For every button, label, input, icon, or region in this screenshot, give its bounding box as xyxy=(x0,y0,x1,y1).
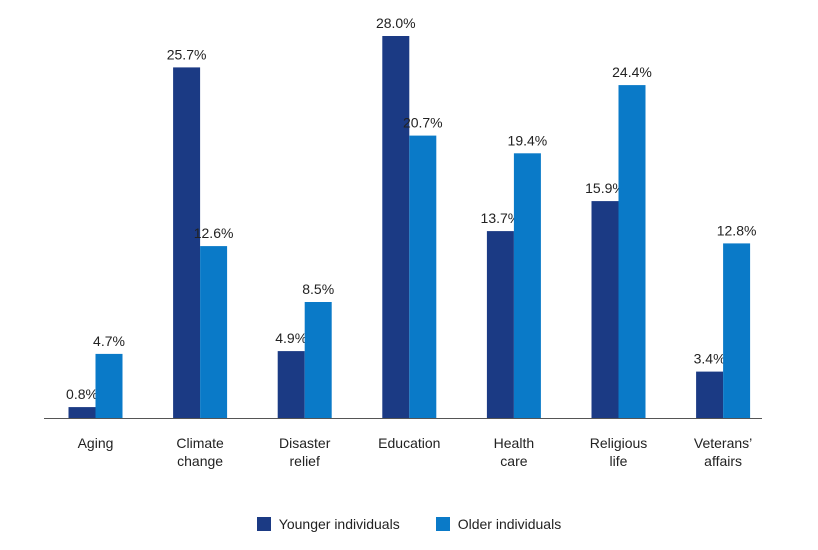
bar-older-6 xyxy=(723,243,751,418)
legend-swatch-younger xyxy=(256,517,271,531)
value-label-younger-0: 0.8% xyxy=(66,386,98,402)
category-label-0-0: Aging xyxy=(78,435,114,451)
category-label-1-0: Climate xyxy=(176,435,224,451)
legend-item-younger: Younger individuals xyxy=(256,516,400,532)
category-label-6-1: affairs xyxy=(704,453,742,469)
legend-label-older: Older individuals xyxy=(457,516,562,532)
value-label-older-1: 12.6% xyxy=(194,225,234,241)
bar-older-5 xyxy=(618,85,646,418)
legend-item-older: Older individuals xyxy=(435,516,562,532)
bar-younger-5 xyxy=(591,201,619,418)
bar-younger-3 xyxy=(382,36,410,418)
category-label-4-1: care xyxy=(500,453,527,469)
value-label-older-3: 20.7% xyxy=(403,115,443,131)
value-label-older-5: 24.4% xyxy=(612,64,652,80)
value-label-older-4: 19.4% xyxy=(508,132,548,148)
category-label-6-0: Veterans’ xyxy=(694,435,752,451)
category-label-1-1: change xyxy=(177,453,223,469)
legend: Younger individuals Older individuals xyxy=(0,516,818,532)
category-label-5-0: Religious xyxy=(590,435,648,451)
value-label-younger-5: 15.9% xyxy=(585,180,625,196)
value-label-older-2: 8.5% xyxy=(302,281,334,297)
legend-swatch-older xyxy=(435,517,450,531)
value-label-younger-2: 4.9% xyxy=(275,330,307,346)
value-label-younger-6: 3.4% xyxy=(694,351,726,367)
value-label-younger-3: 28.0% xyxy=(376,15,416,31)
bar-younger-1 xyxy=(173,67,201,419)
value-label-younger-4: 13.7% xyxy=(481,210,521,226)
category-label-4-0: Health xyxy=(494,435,534,451)
bar-younger-0 xyxy=(68,407,96,418)
bar-chart: 0.8% 4.7% Aging 25.7% 12.6% Climate change 4.9%… xyxy=(44,15,762,469)
value-label-younger-1: 25.7% xyxy=(167,46,207,62)
bar-older-2 xyxy=(304,302,332,418)
bar-older-4 xyxy=(513,153,541,419)
category-label-2-1: relief xyxy=(290,453,320,469)
value-label-older-6: 12.8% xyxy=(717,222,757,238)
legend-label-younger: Younger individuals xyxy=(278,516,400,532)
value-label-older-0: 4.7% xyxy=(93,333,125,349)
bar-younger-4 xyxy=(486,231,514,418)
category-label-5-1: life xyxy=(610,453,628,469)
bar-younger-6 xyxy=(696,371,724,418)
bar-older-3 xyxy=(409,135,437,418)
bar-older-0 xyxy=(95,353,123,418)
bar-older-1 xyxy=(200,246,228,418)
category-label-3-0: Education xyxy=(378,435,440,451)
bar-younger-2 xyxy=(277,351,305,418)
category-label-2-0: Disaster xyxy=(279,435,331,451)
